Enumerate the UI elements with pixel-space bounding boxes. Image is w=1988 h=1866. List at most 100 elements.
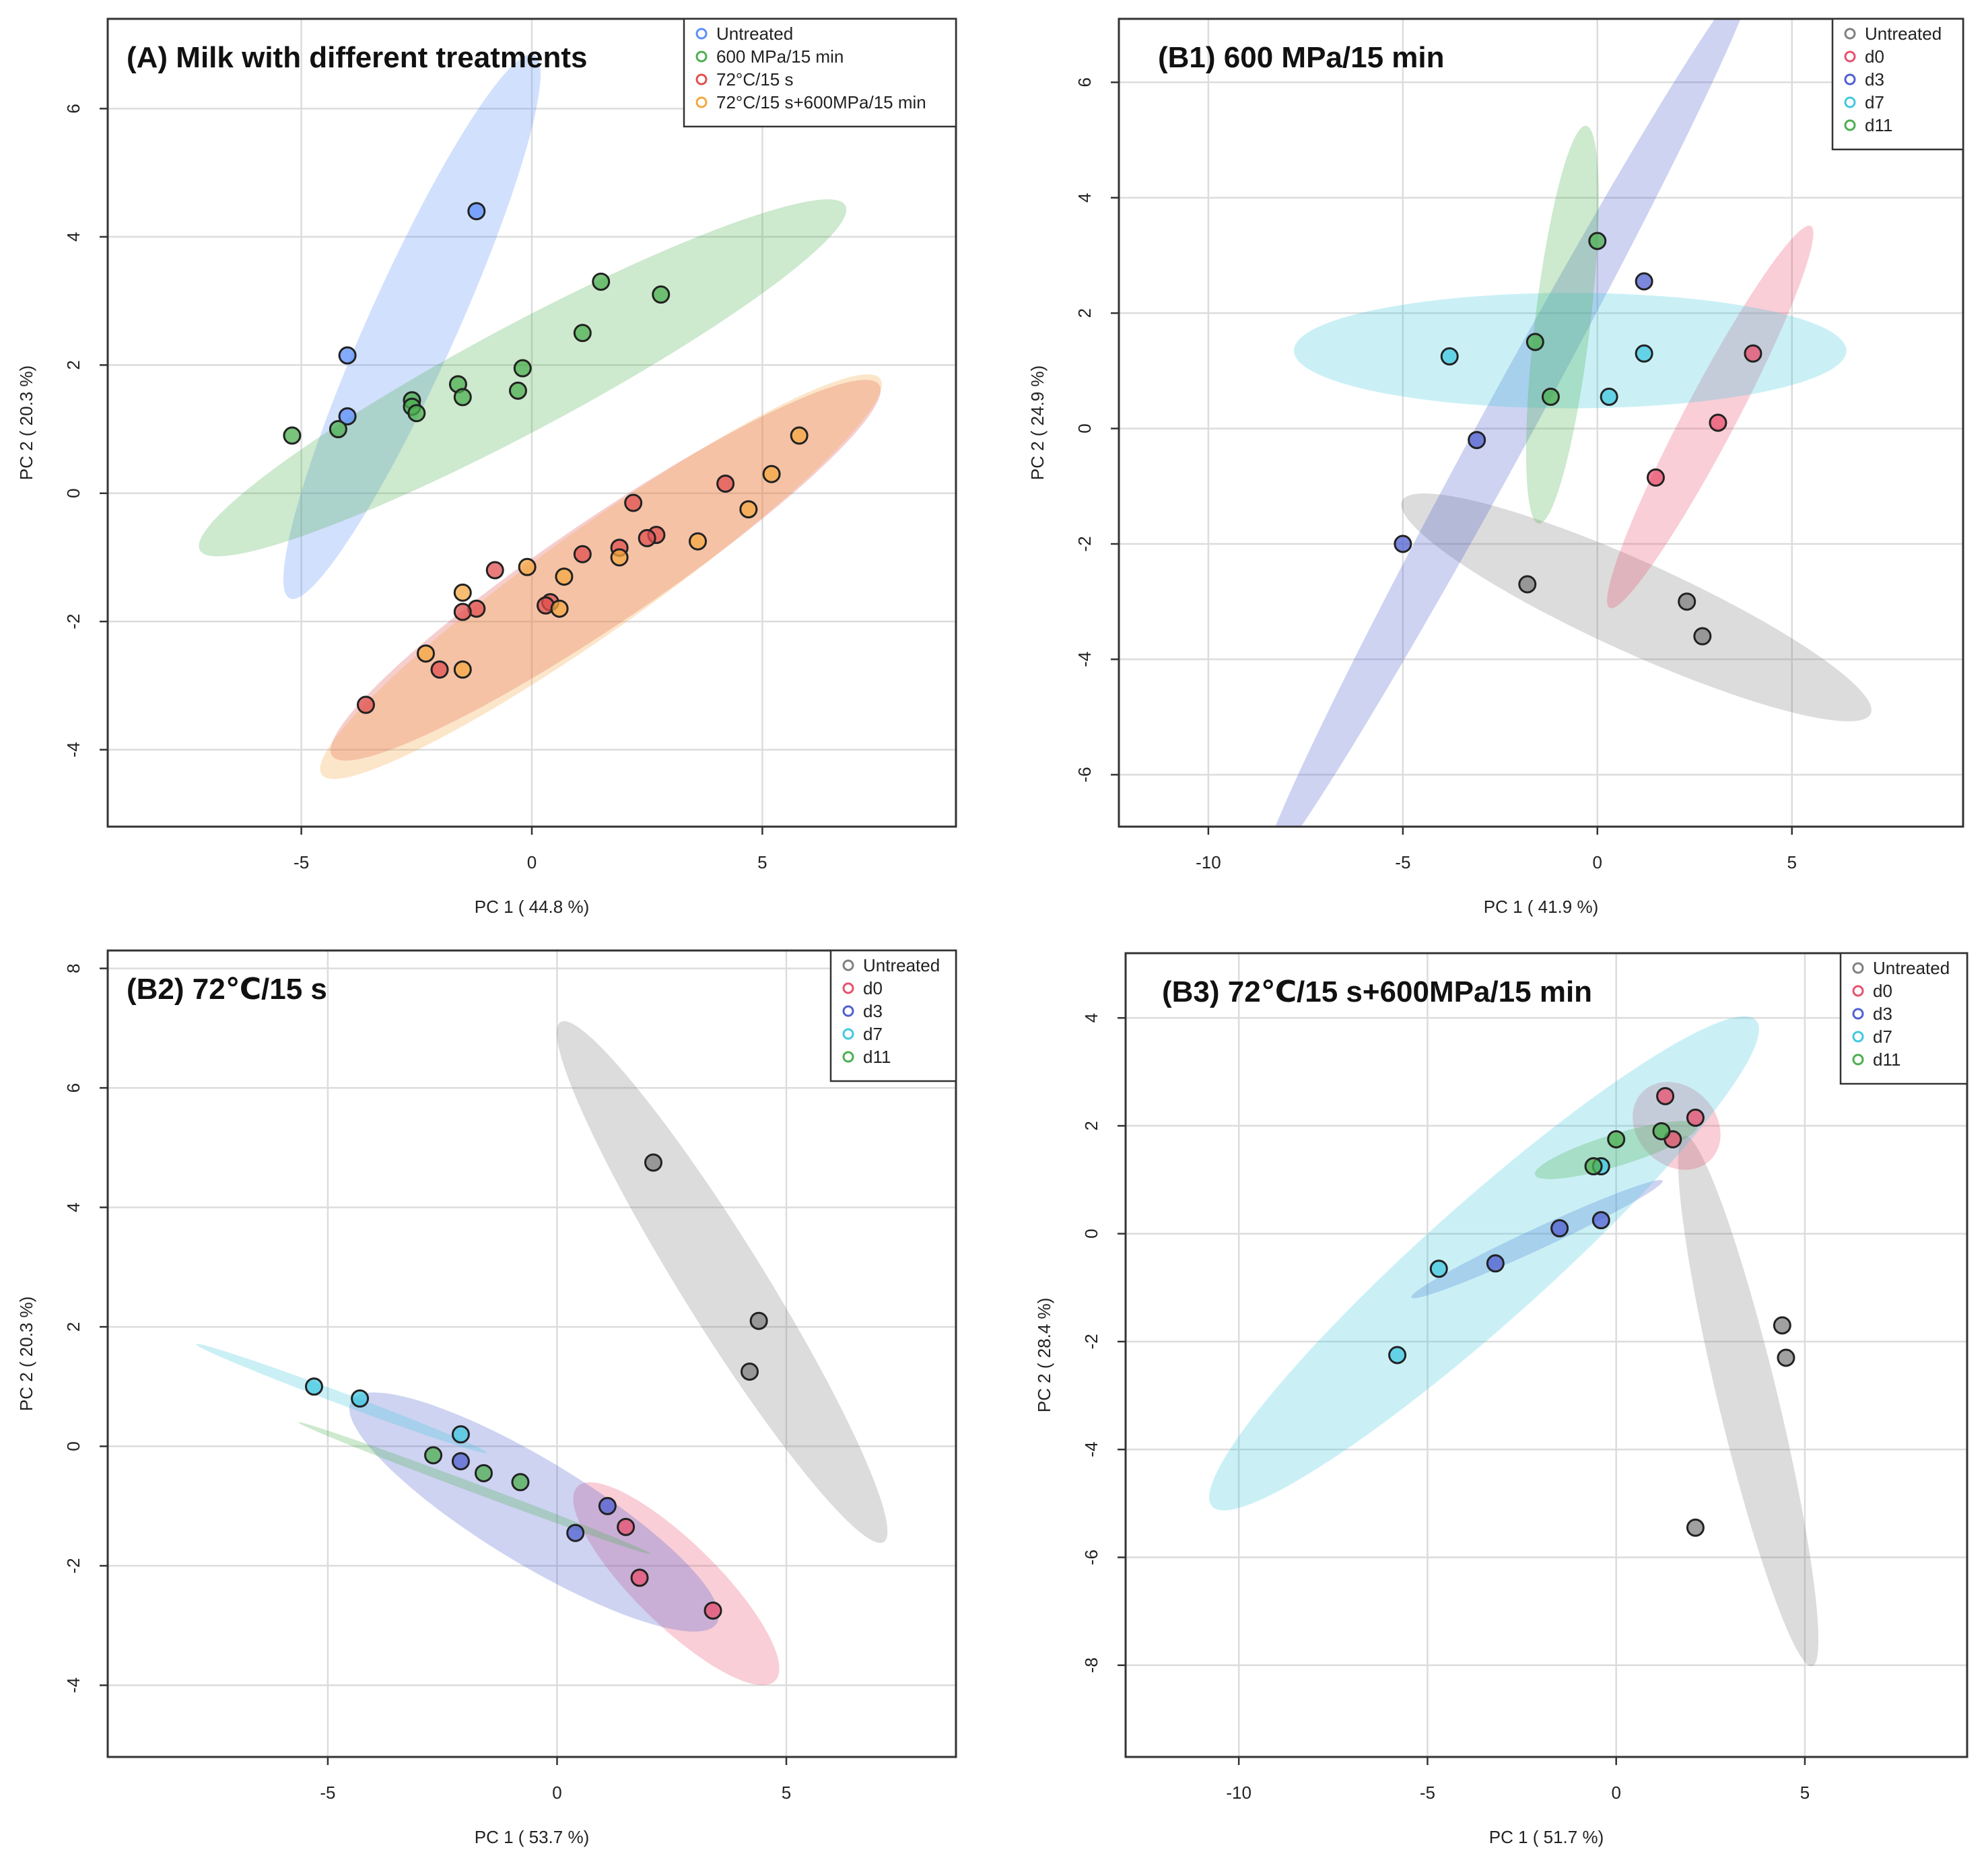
data-point-d0: [1744, 344, 1762, 363]
y-tick-label: -2: [63, 614, 83, 629]
x-tick-label: -10: [1226, 1783, 1252, 1803]
legend-marker-untreated: [1852, 962, 1864, 974]
data-point-untreated: [338, 346, 357, 365]
data-point-d0: [630, 1568, 649, 1587]
confidence-ellipse-d0: [1633, 1082, 1721, 1170]
data-point-72-c-15-s: [573, 545, 592, 563]
data-point-untreated: [1777, 1348, 1795, 1367]
confidence-ellipse-d11: [298, 1422, 651, 1554]
legend-marker-d11: [1852, 1053, 1864, 1066]
data-point-600-mpa-15-min: [283, 426, 302, 445]
x-axis-label: PC 1 ( 53.7 %): [475, 1827, 590, 1847]
data-point-d11: [424, 1446, 443, 1465]
data-point-d11: [474, 1463, 493, 1482]
legend-label-d7: d7: [1873, 1027, 1892, 1047]
y-tick-label: -8: [1081, 1657, 1101, 1673]
data-point-72-c-15-s-600mpa-15-min: [453, 583, 472, 602]
plot-frame: [106, 949, 957, 1758]
data-point-d3: [598, 1496, 617, 1515]
x-axis-label: PC 1 ( 51.7 %): [1489, 1827, 1604, 1847]
data-point-600-mpa-15-min: [329, 420, 347, 439]
legend-marker-d3: [1852, 1008, 1864, 1020]
x-tick-label: 0: [1593, 852, 1602, 872]
data-point-72-c-15-s-600mpa-15-min: [550, 599, 569, 618]
confidence-ellipse-d0: [1607, 226, 1814, 609]
y-tick-label: 6: [1074, 77, 1095, 87]
data-point-d0: [704, 1601, 722, 1620]
data-point-d3: [566, 1523, 585, 1542]
legend-marker-d0: [1852, 985, 1864, 997]
data-point-600-mpa-15-min: [453, 388, 472, 407]
data-point-600-mpa-15-min: [508, 381, 527, 400]
legend-marker-72-c-15-s-600mpa-15-min: [695, 96, 708, 108]
legend-marker-d3: [842, 1005, 854, 1017]
confidence-ellipse-d3: [1262, 19, 1754, 827]
data-point-d7: [304, 1377, 323, 1396]
confidence-ellipse-untreated: [1401, 493, 1872, 722]
x-tick-label: -5: [320, 1783, 335, 1803]
legend-label-d3: d3: [1873, 1004, 1892, 1024]
data-point-72-c-15-s-600mpa-15-min: [762, 464, 781, 483]
y-tick-label: 4: [63, 232, 83, 242]
plot-frame: [1118, 18, 1964, 828]
data-point-72-c-15-s-600mpa-15-min: [453, 660, 472, 679]
legend-marker-untreated: [1844, 28, 1856, 40]
data-point-72-c-15-s: [485, 561, 504, 580]
data-point-untreated: [1518, 575, 1537, 594]
data-point-d3: [451, 1452, 470, 1471]
legend-label-untreated: Untreated: [863, 955, 940, 975]
y-tick-label: 0: [1081, 1229, 1101, 1238]
legend-marker-d0: [842, 982, 854, 994]
y-tick-label: 6: [63, 104, 83, 113]
data-point-d7: [451, 1425, 470, 1444]
data-point-untreated: [741, 1362, 759, 1381]
y-tick-label: -4: [1081, 1442, 1101, 1457]
y-tick-label: 6: [63, 1083, 83, 1093]
chart-panel-b3: -10 -5 0 5 -8 -6 -4 -2 0 2 4 PC 1 ( 51.7 %) PC 2 ( 2…: [1034, 952, 1968, 1847]
x-axis-label: PC 1 ( 41.9 %): [1484, 897, 1599, 917]
data-point-72-c-15-s-600mpa-15-min: [518, 557, 537, 576]
data-point-d7: [1440, 347, 1459, 366]
confidence-ellipse-d7: [196, 1344, 487, 1453]
confidence-ellipse-600-mpa-15-min: [199, 199, 847, 557]
x-tick-label: -10: [1196, 852, 1221, 872]
legend-label-d3: d3: [863, 1001, 883, 1021]
data-point-untreated: [1693, 627, 1712, 646]
data-point-72-c-15-s: [356, 695, 375, 714]
confidence-ellipse-untreated: [1678, 1135, 1819, 1667]
legend-label-untreated: Untreated: [1865, 24, 1942, 44]
x-tick-label: 5: [1787, 852, 1796, 872]
data-point-d3: [1394, 534, 1412, 553]
panel-title: (A) Milk with different treatments: [127, 41, 588, 74]
data-point-72-c-15-s: [638, 528, 656, 547]
legend-marker-d7: [842, 1028, 854, 1040]
y-tick-label: 2: [63, 360, 83, 370]
plot-frame: [1124, 952, 1968, 1758]
data-point-d7: [1600, 387, 1618, 406]
panel-title: (B3) 72℃/15 s+600MPa/15 min: [1162, 975, 1592, 1008]
y-axis-label: PC 2 ( 20.3 %): [16, 366, 36, 481]
legend-label-untreated: Untreated: [1873, 958, 1950, 978]
data-point-d0: [617, 1517, 636, 1536]
y-axis-label: PC 2 ( 20.3 %): [16, 1297, 36, 1412]
y-tick-label: 4: [1081, 1013, 1101, 1023]
y-tick-label: 0: [1074, 423, 1095, 433]
x-tick-label: -5: [1420, 1783, 1435, 1803]
y-tick-label: 2: [63, 1322, 83, 1332]
confidence-ellipse-d7: [1294, 293, 1847, 409]
legend-label-d3: d3: [1865, 69, 1884, 90]
chart-panel-b1: -10 -5 0 5 -6 -4 -2 0 2 4 6 PC 1 ( 41.9 %) PC 2 ( 24…: [1027, 18, 1964, 917]
y-tick-label: -2: [1081, 1334, 1101, 1349]
legend-label-d7: d7: [863, 1024, 883, 1044]
legend-marker-d11: [1844, 119, 1856, 131]
data-point-d7: [1635, 344, 1653, 363]
y-tick-label: 2: [1081, 1121, 1101, 1130]
data-point-72-c-15-s-600mpa-15-min: [689, 532, 708, 551]
x-tick-label: 5: [782, 1783, 791, 1803]
legend-marker-d3: [1844, 73, 1856, 85]
data-point-d3: [1468, 431, 1486, 450]
data-point-d3: [1550, 1219, 1569, 1238]
data-point-72-c-15-s-600mpa-15-min: [790, 426, 809, 445]
